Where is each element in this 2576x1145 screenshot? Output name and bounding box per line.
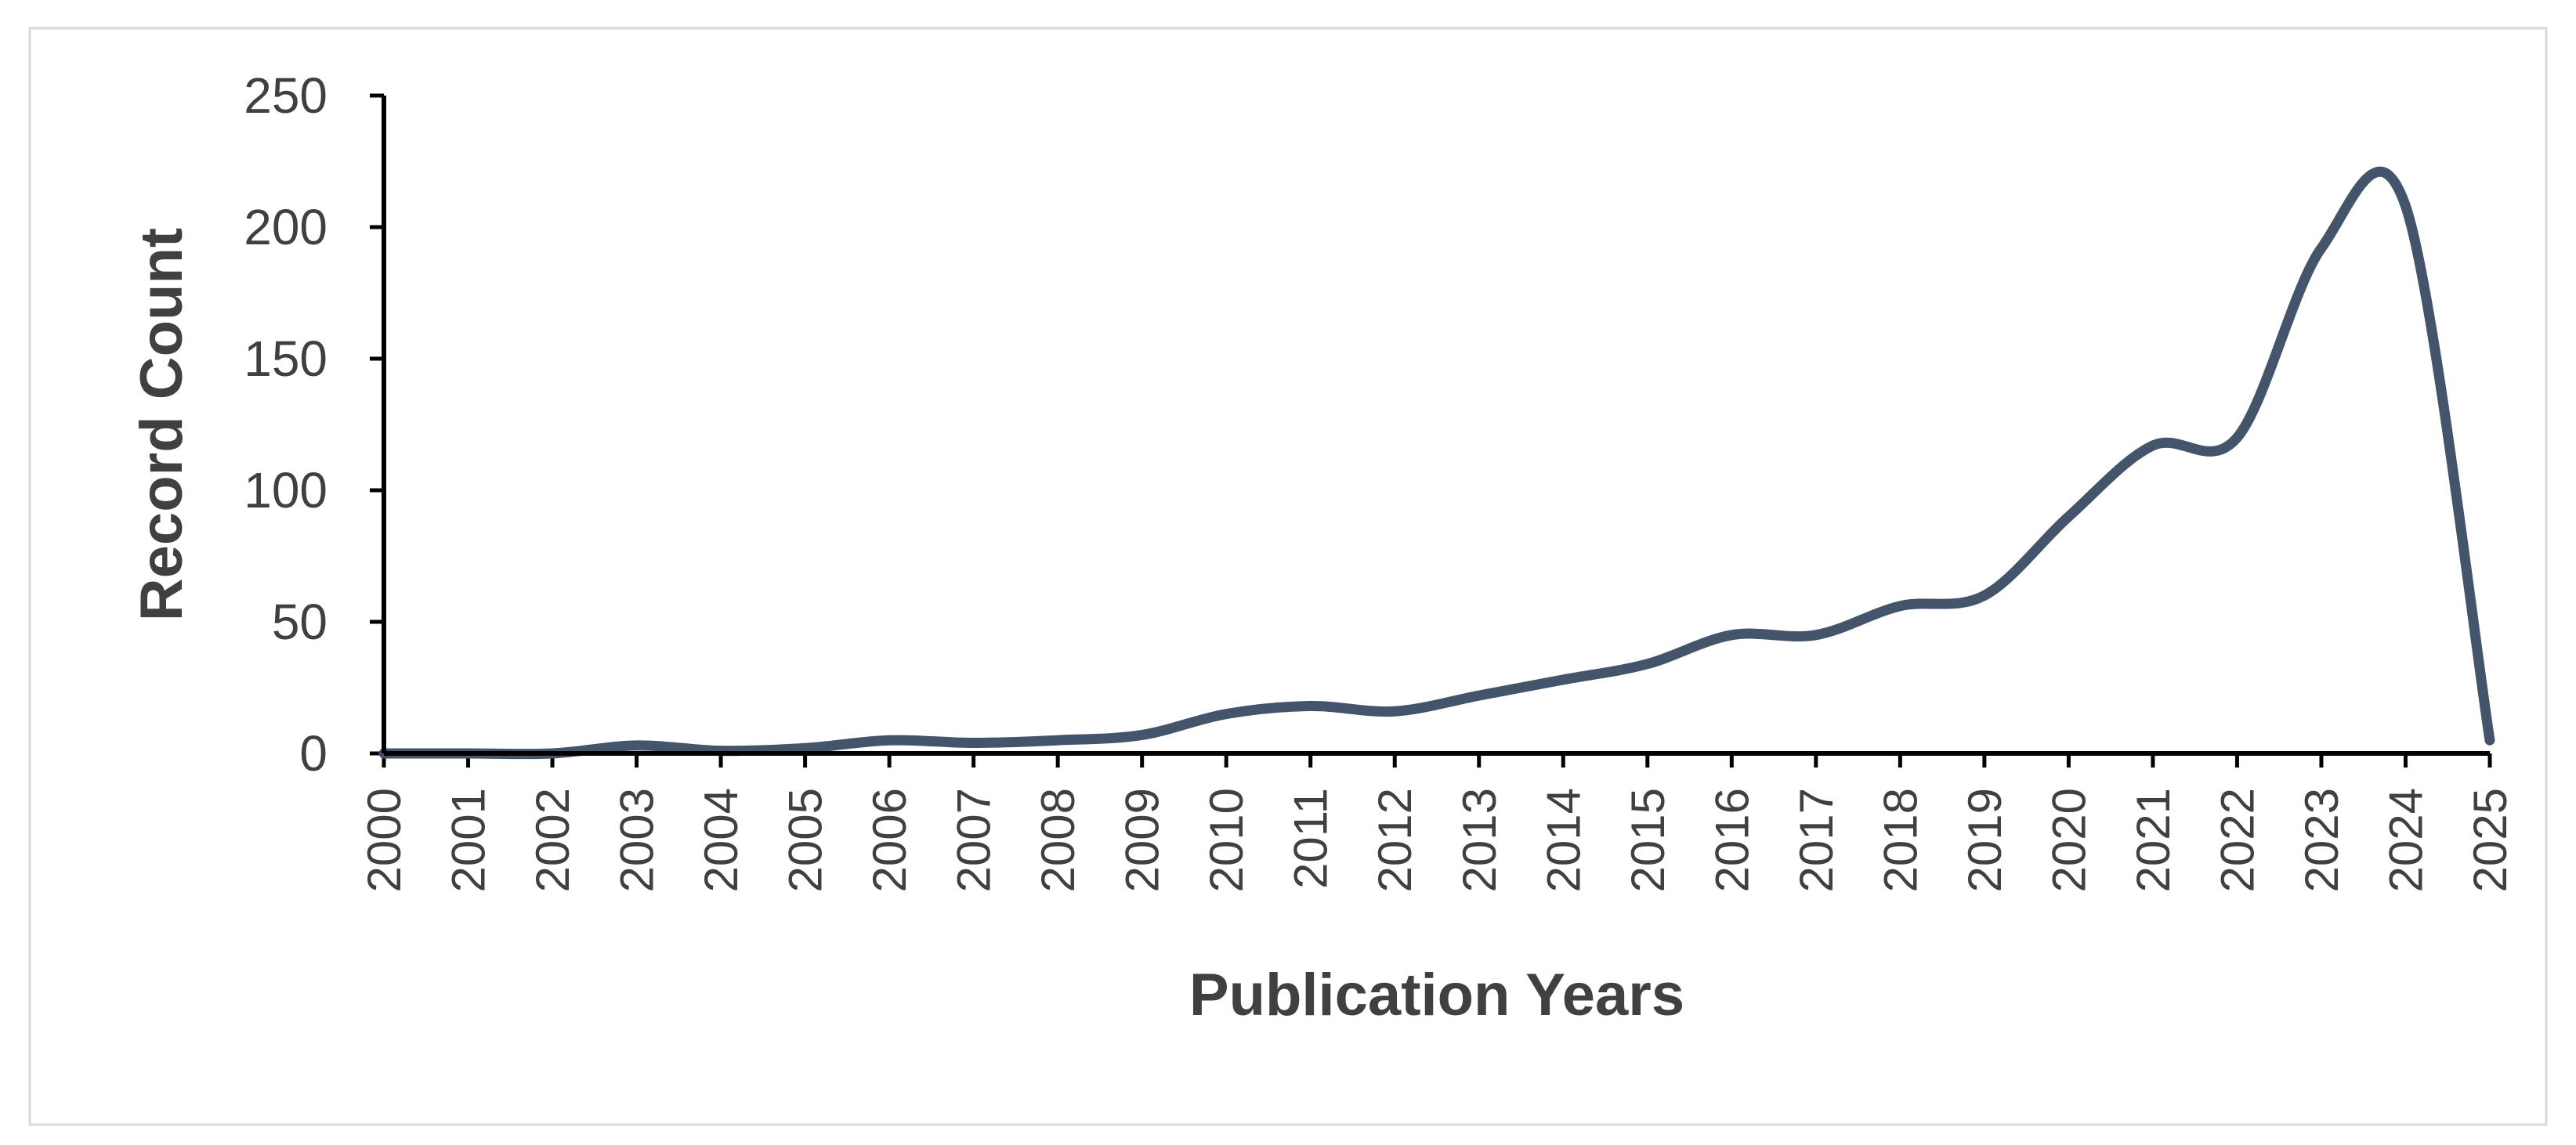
y-axis-tick-labels: 0 50 100 150 200 250 [244,67,327,782]
y-tick-label: 50 [272,594,327,650]
chart-frame [28,27,2548,1126]
x-tick-label: 2014 [1537,788,1590,892]
series-line-0 [378,166,2495,760]
x-tick-label: 2020 [2042,788,2095,892]
x-tick-label: 2010 [1200,788,1253,892]
y-tick-label: 200 [244,199,327,255]
y-tick-label: 0 [299,725,327,782]
x-tick-label: 2005 [780,788,832,892]
y-tick-label: 250 [244,67,327,124]
x-tick-label: 2023 [2296,788,2348,892]
x-axis-title: Publication Years [1189,962,1684,1028]
x-tick-label: 2000 [358,788,411,892]
x-tick-label: 2016 [1706,788,1758,892]
x-tick-label: 2008 [1032,788,1084,892]
x-tick-label: 2004 [695,788,747,892]
x-tick-label: 2001 [443,788,495,892]
x-axis-tick-labels: 2000 2001 2002 2003 2004 2005 2006 2007 2008 2009… [358,788,2516,892]
x-tick-label: 2013 [1453,788,1506,892]
y-tick-label: 100 [244,462,327,518]
x-tick-label: 2007 [948,788,1000,892]
x-tick-label: 2017 [1790,788,1843,892]
x-tick-label: 2019 [1959,788,2011,892]
y-tick-label: 150 [244,330,327,387]
x-tick-label: 2021 [2127,788,2180,892]
x-tick-label: 2025 [2464,788,2516,892]
x-tick-label: 2024 [2379,788,2432,892]
x-tick-label: 2012 [1369,788,1421,892]
x-tick-label: 2015 [1622,788,1674,892]
x-tick-label: 2011 [1285,788,1337,889]
x-tick-label: 2022 [2211,788,2263,892]
x-tick-label: 2003 [611,788,664,892]
x-tick-label: 2006 [863,788,916,892]
y-axis-title: Record Count [128,228,195,621]
x-tick-label: 2002 [526,788,579,892]
x-tick-label: 2009 [1116,788,1169,892]
x-tick-label: 2018 [1874,788,1927,892]
series-layer [378,166,2495,760]
